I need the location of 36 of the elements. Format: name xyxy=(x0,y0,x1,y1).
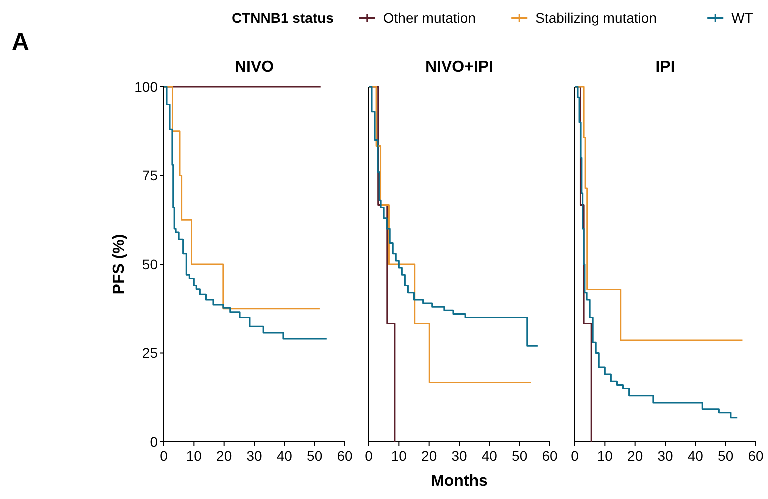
x-axis-title: Months xyxy=(431,473,488,490)
legend-label: Other mutation xyxy=(383,10,476,26)
x-tick-label: 60 xyxy=(337,448,353,464)
x-tick-label: 40 xyxy=(688,448,704,464)
y-tick-label: 75 xyxy=(142,168,158,184)
x-tick-label: 50 xyxy=(512,448,528,464)
x-tick-label: 20 xyxy=(422,448,438,464)
text: A xyxy=(12,29,30,56)
x-tick-label: 20 xyxy=(216,448,232,464)
legend-label: Stabilizing mutation xyxy=(536,10,658,26)
chart-title: NIVO+IPI xyxy=(425,59,494,76)
y-tick-label: 100 xyxy=(134,78,158,95)
x-tick-label: 50 xyxy=(718,448,734,464)
x-tick-label: 10 xyxy=(597,448,614,464)
x-tick-label: 30 xyxy=(658,448,674,464)
x-tick-label: 10 xyxy=(186,448,202,464)
x-tick-label: 60 xyxy=(748,448,764,464)
x-tick-label: 40 xyxy=(482,448,498,464)
y-tick-label: 50 xyxy=(142,256,158,272)
x-tick-label: 30 xyxy=(452,448,468,464)
y-tick-label: 25 xyxy=(142,345,158,362)
x-tick-label: 30 xyxy=(246,448,262,464)
legend-title: CTNNB1 status xyxy=(232,10,334,26)
x-tick-label: 10 xyxy=(391,448,408,464)
chart-title: NIVO xyxy=(234,59,274,76)
y-tick-label: 0 xyxy=(150,434,158,450)
x-tick-label: 0 xyxy=(160,448,168,464)
chart-title: IPI xyxy=(656,59,676,76)
x-tick-label: 60 xyxy=(542,448,558,464)
x-tick-label: 50 xyxy=(307,448,323,464)
x-tick-label: 40 xyxy=(276,448,293,464)
legend-label: WT xyxy=(732,10,754,26)
x-tick-label: 0 xyxy=(571,448,580,464)
y-axis-title: PFS (%) xyxy=(111,234,128,295)
x-tick-label: 0 xyxy=(365,448,374,464)
x-tick-label: 20 xyxy=(628,448,644,464)
